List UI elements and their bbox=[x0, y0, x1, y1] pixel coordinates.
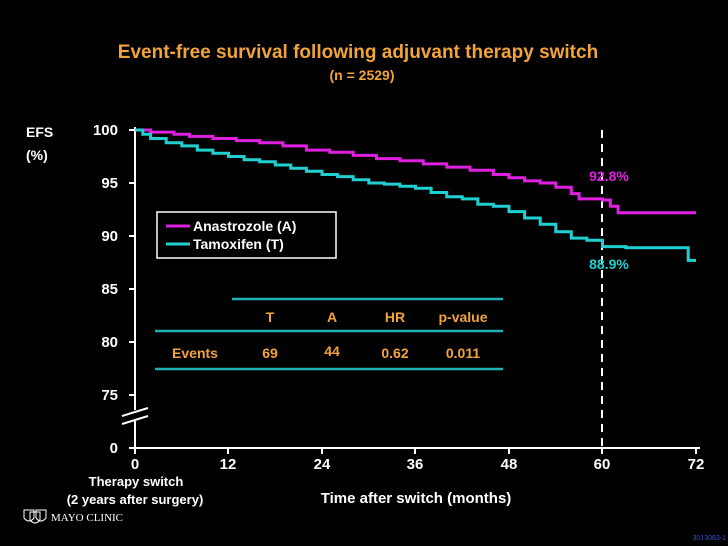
axis-break-mark-1 bbox=[121, 407, 149, 417]
legend-box bbox=[156, 211, 337, 259]
x-tick-label: 0 bbox=[131, 456, 139, 473]
y-axis-label-line1: EFS bbox=[26, 124, 53, 140]
y-ticks: 100 95 90 85 80 75 0 bbox=[93, 122, 135, 457]
x-origin-note-line1: Therapy switch bbox=[89, 474, 184, 489]
x-axis-label: Time after switch (months) bbox=[321, 490, 512, 507]
events-table: T A HR p-value Events 69 44 0.62 0.011 bbox=[155, 297, 503, 371]
y-tick-label: 85 bbox=[101, 281, 118, 298]
y-axis-label-line2: (%) bbox=[26, 147, 48, 163]
legend-label-anastrozole: Anastrozole (A) bbox=[193, 218, 296, 234]
table-header: A bbox=[327, 309, 337, 325]
y-tick-label: 95 bbox=[101, 175, 118, 192]
slide-code: 3013063-1 bbox=[693, 535, 727, 542]
x-tick-label: 48 bbox=[501, 456, 518, 473]
x-origin-note-line2: (2 years after surgery) bbox=[67, 492, 204, 507]
chart-title: Event-free survival following adjuvant t… bbox=[118, 42, 598, 63]
y-tick-label: 75 bbox=[101, 387, 118, 404]
x-tick-label: 36 bbox=[407, 456, 424, 473]
anastrozole-end-label: 92.8% bbox=[589, 168, 629, 184]
x-tick-label: 24 bbox=[314, 456, 331, 473]
table-header: p-value bbox=[438, 309, 487, 325]
y-tick-label: 0 bbox=[110, 440, 118, 457]
series-line-anastrozole bbox=[135, 128, 696, 215]
y-tick-label: 80 bbox=[101, 334, 118, 351]
table-header: T bbox=[266, 309, 275, 325]
x-tick-label: 60 bbox=[594, 456, 611, 473]
mayo-shield-icon bbox=[23, 509, 47, 524]
axis-break-mark-2 bbox=[121, 415, 149, 425]
tamoxifen-end-label: 88.9% bbox=[589, 256, 629, 272]
table-header: HR bbox=[385, 309, 405, 325]
x-tick-label: 72 bbox=[688, 456, 705, 473]
x-ticks: 0 12 24 36 48 60 72 bbox=[131, 448, 705, 473]
y-tick-label: 90 bbox=[101, 228, 118, 245]
table-cell: 44 bbox=[324, 343, 340, 359]
logo-text: MAYO CLINIC bbox=[51, 512, 123, 524]
mayo-clinic-logo: MAYO CLINIC bbox=[23, 509, 123, 524]
legend: Anastrozole (A) Tamoxifen (T) bbox=[156, 211, 337, 259]
legend-label-tamoxifen: Tamoxifen (T) bbox=[193, 236, 284, 252]
series-line-tamoxifen bbox=[135, 128, 696, 262]
table-row-label: Events bbox=[172, 345, 218, 361]
chart-subtitle: (n = 2529) bbox=[330, 67, 395, 83]
table-cell: 0.62 bbox=[381, 345, 408, 361]
table-cell: 69 bbox=[262, 345, 278, 361]
y-tick-label: 100 bbox=[93, 122, 118, 139]
x-tick-label: 12 bbox=[220, 456, 237, 473]
table-cell: 0.011 bbox=[446, 345, 480, 361]
